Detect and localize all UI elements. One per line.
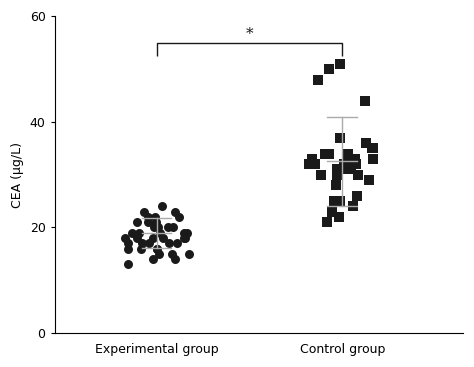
Point [340, 166, 347, 172]
Point [185, 251, 192, 257]
Point [369, 156, 376, 162]
Point [368, 145, 376, 151]
Point [336, 198, 343, 204]
Y-axis label: CEA (μg/L): CEA (μg/L) [11, 142, 24, 208]
Point [345, 150, 352, 156]
Point [168, 251, 175, 257]
Point [326, 66, 333, 72]
Point [370, 145, 377, 151]
Point [182, 235, 189, 241]
Point [330, 198, 337, 204]
Point [333, 172, 341, 178]
Point [326, 150, 333, 156]
Point [173, 240, 181, 246]
Point [158, 203, 165, 209]
Point [351, 156, 358, 162]
Point [164, 225, 172, 230]
Point [361, 98, 369, 103]
Point [124, 246, 132, 251]
Point [156, 230, 164, 236]
Point [149, 256, 156, 262]
Point [362, 140, 369, 146]
Point [305, 161, 313, 167]
Point [317, 172, 325, 178]
Point [171, 209, 178, 215]
Point [144, 219, 152, 225]
Point [151, 225, 158, 230]
Point [140, 209, 148, 215]
Point [347, 166, 355, 172]
Point [337, 135, 344, 141]
Point [121, 235, 129, 241]
Point [355, 172, 362, 178]
Point [155, 225, 162, 230]
Point [153, 246, 160, 251]
Point [340, 161, 347, 167]
Point [349, 203, 356, 209]
Point [352, 156, 359, 162]
Point [137, 246, 145, 251]
Point [150, 235, 157, 241]
Point [160, 235, 167, 241]
Point [153, 246, 161, 251]
Point [180, 230, 188, 236]
Point [311, 161, 319, 167]
Point [333, 182, 340, 188]
Point [165, 240, 173, 246]
Point [155, 251, 163, 257]
Point [328, 209, 336, 215]
Point [139, 240, 146, 246]
Point [128, 230, 136, 236]
Point [133, 219, 141, 225]
Point [135, 230, 142, 236]
Point [353, 161, 360, 167]
Point [314, 77, 321, 83]
Point [309, 156, 316, 162]
Point [144, 214, 152, 220]
Point [170, 225, 177, 230]
Point [134, 235, 141, 241]
Point [145, 240, 153, 246]
Point [183, 230, 191, 236]
Point [333, 166, 340, 172]
Point [180, 235, 188, 241]
Point [125, 262, 132, 268]
Point [172, 256, 179, 262]
Point [365, 177, 373, 183]
Text: *: * [246, 27, 253, 41]
Point [152, 219, 160, 225]
Point [336, 61, 344, 66]
Point [151, 214, 159, 220]
Point [175, 214, 183, 220]
Point [323, 219, 331, 225]
Point [321, 150, 328, 156]
Point [353, 193, 361, 199]
Point [334, 166, 341, 172]
Point [335, 214, 343, 220]
Point [124, 240, 131, 246]
